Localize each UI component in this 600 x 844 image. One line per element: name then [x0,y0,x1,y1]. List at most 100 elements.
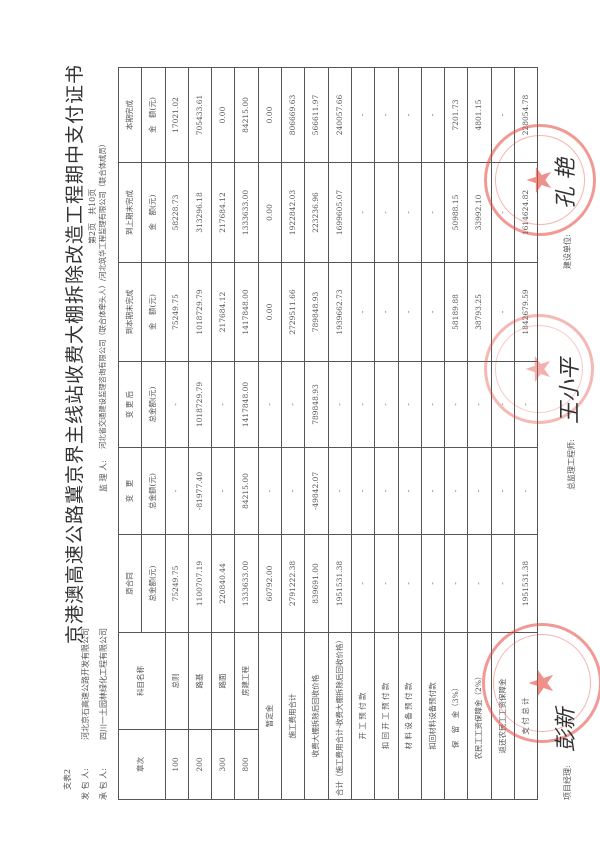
table-row: 扣回材料设备预付款 - - - - - - [421,67,445,800]
table-row: 暂定金 60792.00- -0.00 0.00 0.00 [258,67,282,800]
cell-item: 收费大棚拆除后回收价格 [304,632,329,800]
cell-chapter: 100 [165,729,189,800]
cell-cur: 0.00 [258,67,282,163]
subheader-amount: 金 额(元) [141,67,166,163]
cell-prev: 1333633.00 [234,162,259,263]
cell-cum: 1018729.79 [188,262,212,362]
table-row: 合计（施工费用合计-收费大棚拆除后回收价格） 1951531.38- -193966… [328,67,352,800]
employer-label: 发 包 人: [81,768,90,800]
cell-change: 84215.00 [234,447,259,535]
subheader-amount: 金 额(元) [141,162,166,263]
contractor-value: 四川一土园林绿化工程有限公司 [99,628,108,740]
cell-chapter: 300 [211,729,235,800]
table-row: 300 路面 220840.44- -217684.12 217684.12 0.00 [211,67,235,800]
cell-cur: - [421,67,445,163]
header-change: 变 更 [118,447,142,535]
payment-table: 章次 科目名称 原合同 变 更 变 更 后 到本期末完成 到上期末完成 本期完成… [118,67,538,800]
owner-signature: 孔 艳 [554,158,579,209]
cell-item: 路面 [211,632,235,730]
header-prev: 到上期末完成 [118,162,142,263]
cell-orig: - [467,534,492,633]
form-number: 支表2 [63,768,72,790]
cell-change: -81977.40 [188,447,212,535]
cell-after: 1018729.79 [188,361,212,448]
cell-cur: - [374,67,399,163]
cell-change: - [211,447,235,535]
cell-orig: 1951531.38 [514,534,538,633]
cell-cur: - [351,67,375,163]
cell-change: - [374,447,399,535]
cell-cum: 58189.88 [444,262,468,362]
cell-cur: 84215.00 [234,67,259,163]
employer-value: 河北京石高速公路开发有限公司 [81,628,90,740]
cell-chapter: 800 [234,729,259,800]
cell-orig: - [491,534,515,633]
cell-cur: 705433.61 [188,67,212,163]
cell-item: 扣 回 开 工 预 付 款 [374,632,399,800]
table-row: 材 料 设 备 预 付 款------ [398,67,422,800]
contractor-stamp: ★ [482,623,600,743]
cell-orig: 75249.75 [165,534,189,633]
cell-cur: 0.00 [211,67,235,163]
header-orig: 原合同 [118,534,142,633]
cell-change: - [421,447,445,535]
cell-orig: 220840.44 [211,534,235,633]
cell-item: 开 工 预 付 款 [351,632,375,800]
cell-change: - [467,447,492,535]
project-manager-signature: 彭新 [554,707,579,752]
cell-prev: 50988.15 [444,162,468,263]
cell-change: - [351,447,375,535]
cell-item: 扣回材料设备预付款 [421,632,445,800]
cell-item: 总则 [165,632,189,730]
chief-supervisor-label: 总监理工程师: [567,439,576,490]
cell-cum: - [398,262,422,362]
chief-supervisor-signature: 王小平 [558,357,583,424]
cell-cum: 2729511.66 [281,262,305,362]
subheader-total-amount: 总金额(元) [141,447,166,535]
cell-orig: 1951531.38 [328,534,352,633]
cell-after: - [211,361,235,448]
cell-cum: - [351,262,375,362]
cell-after: - [281,361,305,448]
cell-orig: 1100707.19 [188,534,212,633]
project-manager-label: 项目经理: [563,765,572,800]
table-row: 200 路基 1100707.19 -81977.40 1018729.79 101872… [188,67,212,800]
cell-item: 合计（施工费用合计-收费大棚拆除后回收价格） [328,632,352,800]
owner-label: 建设单位: [563,234,572,269]
page-info: 第2页 共10页 [88,188,97,244]
header-row: 章次 科目名称 原合同 变 更 变 更 后 到本期末完成 到上期末完成 本期完成 [118,67,166,800]
cell-change: - [514,447,538,535]
cell-cum: 0.00 [258,262,282,362]
cell-orig: - [351,534,375,633]
cell-change: - [444,447,468,535]
cell-after: 789848.93 [304,361,329,448]
header-cum: 到本期末完成 [118,262,142,362]
cell-orig: - [398,534,422,633]
subheader-total-amount: 总金额(元) [141,361,166,448]
cell-cum: 217684.12 [211,262,235,362]
cell-cur: 17021.02 [165,67,189,163]
cell-prev: 58228.73 [165,162,189,263]
table-row: 扣 回 开 工 预 付 款------ [374,67,399,800]
cell-orig: - [374,534,399,633]
cell-after: - [444,361,468,448]
cell-orig: 839691.00 [304,534,329,633]
cell-after: - [328,361,352,448]
cell-after: - [351,361,375,448]
cell-item: 路基 [188,632,212,730]
cell-prev: 217684.12 [211,162,235,263]
supervisor-value: 河北省交通建设监理咨询有限公司（联合体牵头人）/河北筑华工程监理有限公司（联合体… [98,140,107,449]
cell-prev: - [374,162,399,263]
cell-item: 暂定金 [258,632,282,800]
cell-cum: 75249.75 [165,262,189,362]
table-row: 收费大棚拆除后回收价格 839691.00 -49842.07 789848.93 78… [304,67,329,800]
cell-cur: 240057.66 [328,67,352,163]
cell-after: - [421,361,445,448]
cell-prev: - [398,162,422,263]
table-row: 800 房建工程 1333633.00 84215.00 1417848.00 14178… [234,67,259,800]
cell-change: - [328,447,352,535]
cell-cum: 1939662.73 [328,262,352,362]
cell-orig: - [421,534,445,633]
header-after: 变 更 后 [118,361,142,448]
